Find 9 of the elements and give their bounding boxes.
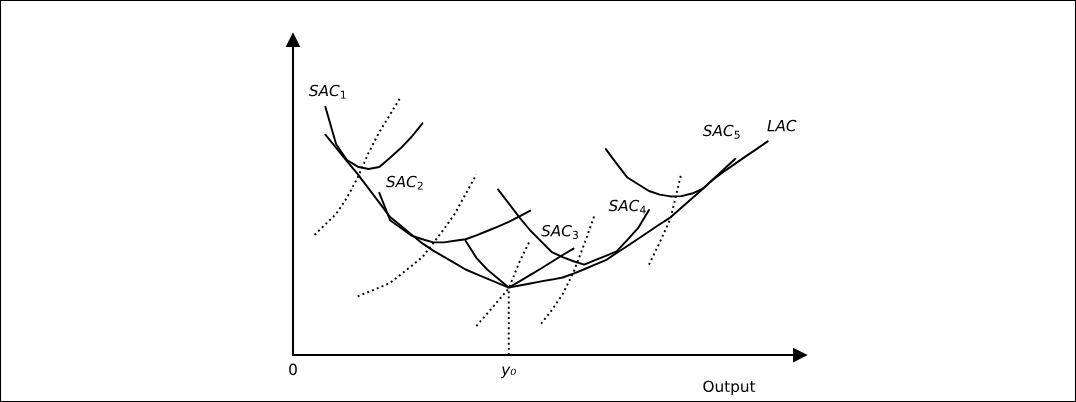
x-tick-label: y₀: [500, 366, 516, 379]
series-label: SAC$_{1}$: [308, 84, 346, 99]
series-label: SAC$_{2}$: [386, 175, 423, 190]
series-label: SAC$_{4}$: [608, 199, 646, 214]
x-axis-title: Output: [703, 380, 756, 395]
series-label: LAC: [767, 119, 797, 132]
x-tick-label: 0: [289, 363, 297, 376]
series-label: SAC$_{3}$: [541, 224, 578, 239]
series-label: SAC$_{5}$: [702, 124, 740, 139]
